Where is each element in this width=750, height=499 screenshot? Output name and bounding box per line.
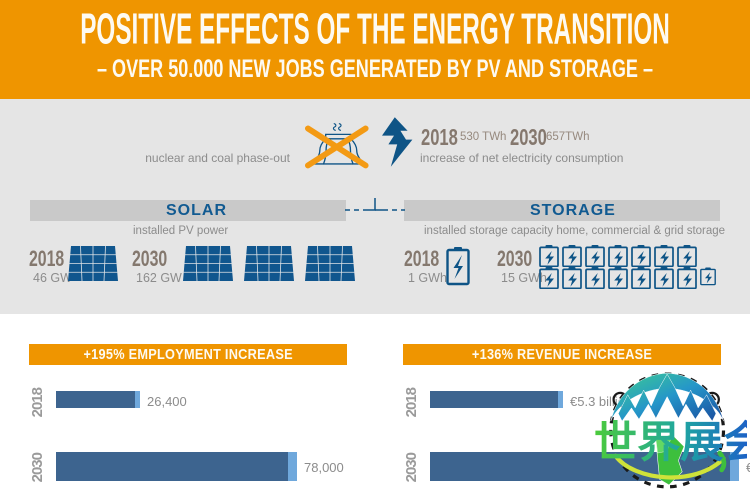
svg-text:世界展会: 世界展会: [594, 419, 747, 467]
